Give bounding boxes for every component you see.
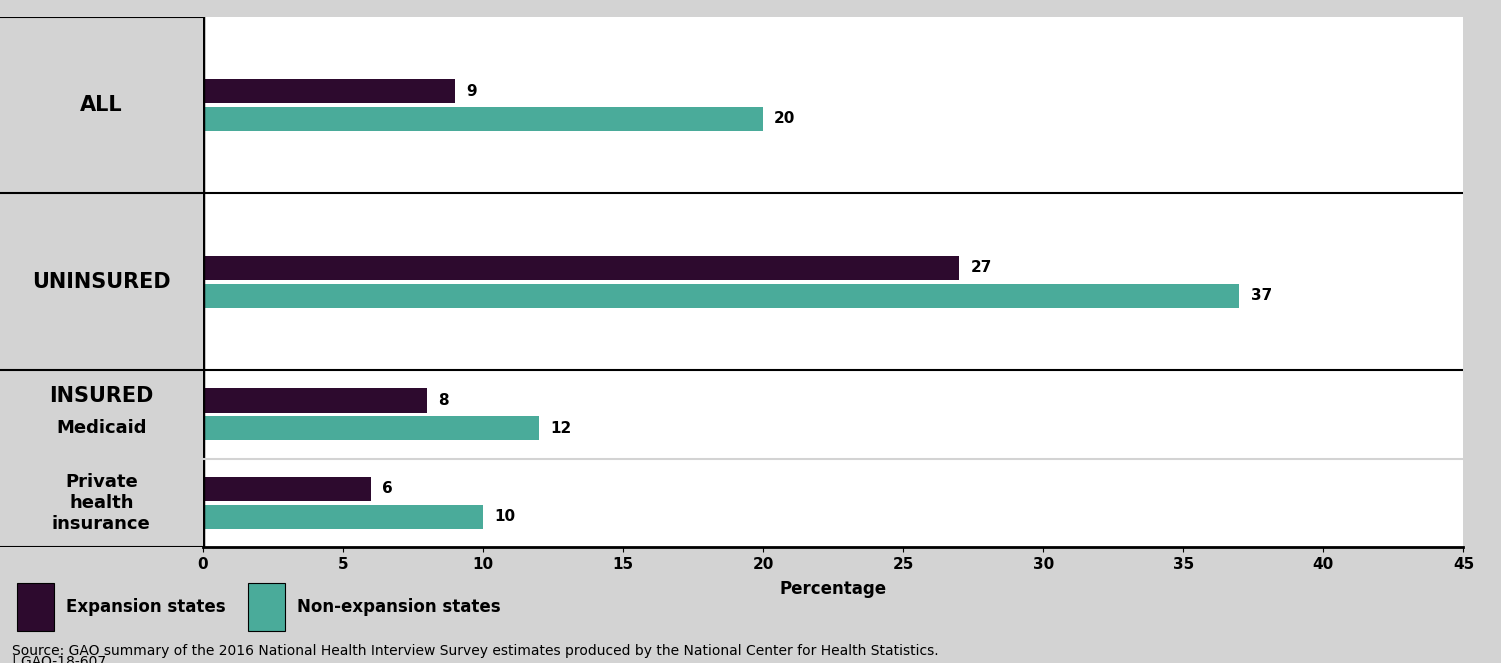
Text: | GAO-18-607: | GAO-18-607 — [12, 654, 107, 663]
Bar — [17, 583, 54, 631]
Bar — [203, 389, 426, 412]
Text: UNINSURED: UNINSURED — [32, 272, 171, 292]
Text: Private
health
insurance: Private health insurance — [53, 473, 150, 532]
Text: 27: 27 — [970, 261, 992, 275]
Bar — [203, 256, 959, 280]
Text: Source: GAO summary of the 2016 National Health Interview Survey estimates produ: Source: GAO summary of the 2016 National… — [12, 644, 938, 658]
Text: 9: 9 — [465, 84, 477, 99]
Text: 20: 20 — [775, 111, 796, 127]
Bar — [203, 107, 763, 131]
Text: Non-expansion states: Non-expansion states — [297, 597, 501, 616]
Bar — [248, 583, 285, 631]
Bar — [203, 284, 1240, 308]
Text: ALL: ALL — [80, 95, 123, 115]
Text: 10: 10 — [494, 509, 515, 524]
X-axis label: Percentage: Percentage — [779, 580, 887, 598]
Bar — [203, 477, 371, 501]
Bar — [203, 79, 455, 103]
Text: Expansion states: Expansion states — [66, 597, 225, 616]
Text: 37: 37 — [1250, 288, 1271, 303]
Bar — [203, 505, 483, 529]
Text: 8: 8 — [438, 393, 449, 408]
Text: 12: 12 — [549, 421, 572, 436]
Text: Medicaid: Medicaid — [56, 418, 147, 437]
Bar — [203, 416, 539, 440]
Text: INSURED: INSURED — [50, 386, 153, 406]
Text: 6: 6 — [381, 481, 393, 497]
